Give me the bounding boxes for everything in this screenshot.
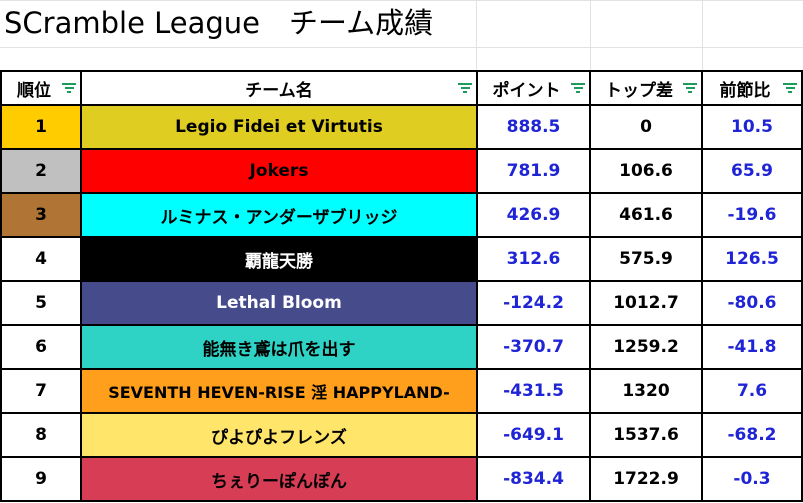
header-rank[interactable]: 順位: [0, 70, 82, 106]
table-row: 5 Lethal Bloom -124.2 1012.7 -80.6: [0, 280, 803, 326]
team-cell[interactable]: ちぇりーぽんぽん: [80, 456, 478, 502]
team-cell[interactable]: ぴよぴよフレンズ: [80, 412, 478, 458]
table-row: 1 Legio Fidei et Virtutis 888.5 0 10.5: [0, 104, 803, 150]
diff-cell[interactable]: 10.5: [701, 104, 803, 150]
gap-cell[interactable]: 1012.7: [589, 280, 703, 326]
header-points[interactable]: ポイント: [476, 70, 591, 106]
header-diff[interactable]: 前節比: [701, 70, 803, 106]
grid-line: [476, 0, 477, 70]
points-cell[interactable]: 312.6: [476, 236, 591, 282]
header-team[interactable]: チーム名: [80, 70, 478, 106]
gap-cell[interactable]: 106.6: [589, 148, 703, 194]
diff-cell[interactable]: -41.8: [701, 324, 803, 370]
grid-line: [0, 0, 803, 1]
points-cell[interactable]: 888.5: [476, 104, 591, 150]
points-cell[interactable]: -370.7: [476, 324, 591, 370]
gap-cell[interactable]: 0: [589, 104, 703, 150]
diff-cell[interactable]: -80.6: [701, 280, 803, 326]
rank-cell[interactable]: 1: [0, 104, 82, 150]
rank-cell[interactable]: 9: [0, 456, 82, 502]
grid-line: [590, 0, 591, 70]
header-diff-label: 前節比: [719, 80, 771, 101]
team-cell[interactable]: Jokers: [80, 148, 478, 194]
standings-table: 順位 チーム名 ポイント トップ差 前節比 1 Legio Fidei e: [0, 70, 803, 502]
diff-cell[interactable]: 65.9: [701, 148, 803, 194]
team-cell[interactable]: SEVENTH HEVEN-RISE 淫 HAPPYLAND-: [80, 368, 478, 414]
table-row: 8 ぴよぴよフレンズ -649.1 1537.6 -68.2: [0, 412, 803, 458]
gap-cell[interactable]: 1722.9: [589, 456, 703, 502]
team-cell[interactable]: Lethal Bloom: [80, 280, 478, 326]
gap-cell[interactable]: 1259.2: [589, 324, 703, 370]
filter-icon[interactable]: [783, 81, 797, 95]
header-gap-label: トップ差: [605, 80, 673, 101]
table-row: 4 覇龍天勝 312.6 575.9 126.5: [0, 236, 803, 282]
rank-cell[interactable]: 8: [0, 412, 82, 458]
header-rank-label: 順位: [17, 80, 51, 101]
table-row: 9 ちぇりーぽんぽん -834.4 1722.9 -0.3: [0, 456, 803, 502]
table-row: 2 Jokers 781.9 106.6 65.9: [0, 148, 803, 194]
points-cell[interactable]: -649.1: [476, 412, 591, 458]
team-cell[interactable]: Legio Fidei et Virtutis: [80, 104, 478, 150]
points-cell[interactable]: -834.4: [476, 456, 591, 502]
header-points-label: ポイント: [492, 80, 561, 101]
filter-icon[interactable]: [571, 81, 585, 95]
table-row: 3 ルミナス・アンダーザブリッジ 426.9 461.6 -19.6: [0, 192, 803, 238]
diff-cell[interactable]: 7.6: [701, 368, 803, 414]
rank-cell[interactable]: 6: [0, 324, 82, 370]
points-cell[interactable]: 781.9: [476, 148, 591, 194]
sheet-title: SCramble League チーム成績: [4, 6, 434, 40]
filter-icon[interactable]: [62, 81, 76, 95]
rank-cell[interactable]: 3: [0, 192, 82, 238]
header-row: 順位 チーム名 ポイント トップ差 前節比: [0, 70, 803, 106]
points-cell[interactable]: 426.9: [476, 192, 591, 238]
table-row: 6 能無き鳶は爪を出す -370.7 1259.2 -41.8: [0, 324, 803, 370]
points-cell[interactable]: -431.5: [476, 368, 591, 414]
diff-cell[interactable]: -0.3: [701, 456, 803, 502]
filter-icon[interactable]: [683, 81, 697, 95]
team-cell[interactable]: 覇龍天勝: [80, 236, 478, 282]
rank-cell[interactable]: 5: [0, 280, 82, 326]
gap-cell[interactable]: 1537.6: [589, 412, 703, 458]
grid-line: [702, 0, 703, 70]
rank-cell[interactable]: 2: [0, 148, 82, 194]
header-team-label: チーム名: [245, 80, 313, 101]
gap-cell[interactable]: 1320: [589, 368, 703, 414]
rank-cell[interactable]: 4: [0, 236, 82, 282]
grid-line: [0, 47, 803, 48]
points-cell[interactable]: -124.2: [476, 280, 591, 326]
diff-cell[interactable]: -68.2: [701, 412, 803, 458]
gap-cell[interactable]: 461.6: [589, 192, 703, 238]
diff-cell[interactable]: -19.6: [701, 192, 803, 238]
rank-cell[interactable]: 7: [0, 368, 82, 414]
table-row: 7 SEVENTH HEVEN-RISE 淫 HAPPYLAND- -431.5…: [0, 368, 803, 414]
team-cell[interactable]: ルミナス・アンダーザブリッジ: [80, 192, 478, 238]
filter-icon[interactable]: [458, 81, 472, 95]
gap-cell[interactable]: 575.9: [589, 236, 703, 282]
header-gap[interactable]: トップ差: [589, 70, 703, 106]
team-cell[interactable]: 能無き鳶は爪を出す: [80, 324, 478, 370]
diff-cell[interactable]: 126.5: [701, 236, 803, 282]
